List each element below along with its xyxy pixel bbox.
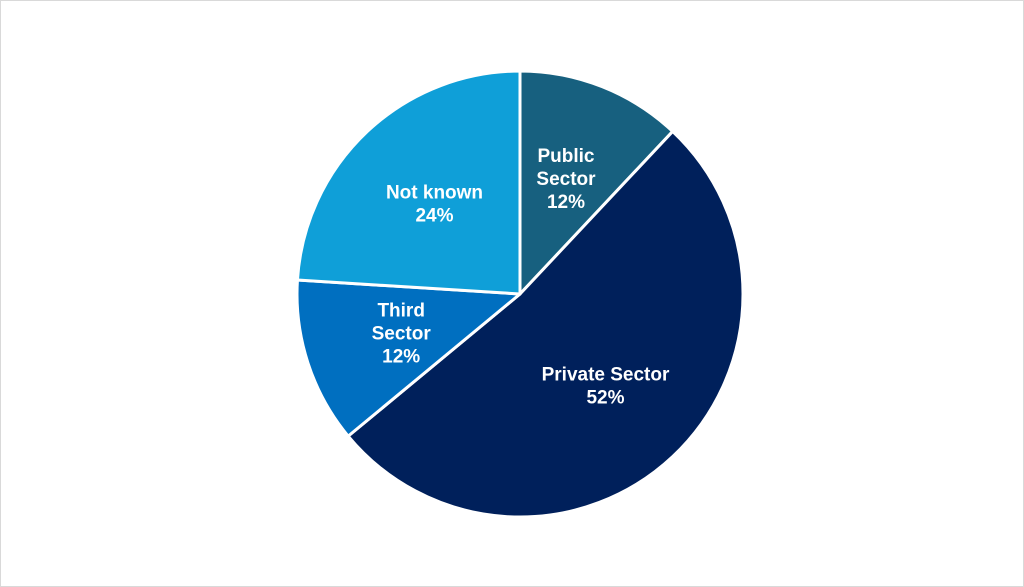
- pie-slice-third-sector: [295, 278, 522, 438]
- slice-label-private-sector: Private Sector 52%: [542, 365, 670, 409]
- slice-category-label: Sector: [536, 169, 596, 190]
- slice-category-label: Not known: [386, 183, 483, 204]
- pie-labels: Public Sector 12%Private Sector 52%Third Sec…: [372, 146, 670, 409]
- slice-category-label: Private Sector: [542, 365, 670, 386]
- pie-slice-private-sector: [346, 129, 745, 519]
- slice-value-label: 52%: [586, 388, 624, 409]
- slice-category-label: Third: [377, 301, 425, 322]
- slice-value-label: 12%: [547, 192, 585, 213]
- slice-value-label: 12%: [382, 347, 420, 368]
- slice-category-label: Public: [537, 146, 594, 167]
- slice-label-third-sector: Third Sector 12%: [372, 301, 432, 368]
- pie-slice-public-sector: [518, 69, 675, 296]
- pie-slices: [295, 69, 745, 519]
- slice-label-public-sector: Public Sector 12%: [536, 146, 596, 213]
- pie-slice-not-known: [295, 69, 522, 296]
- slice-label-not-known: Not known 24%: [386, 183, 483, 227]
- slice-category-label: Sector: [372, 324, 432, 345]
- slice-value-label: 24%: [415, 206, 453, 227]
